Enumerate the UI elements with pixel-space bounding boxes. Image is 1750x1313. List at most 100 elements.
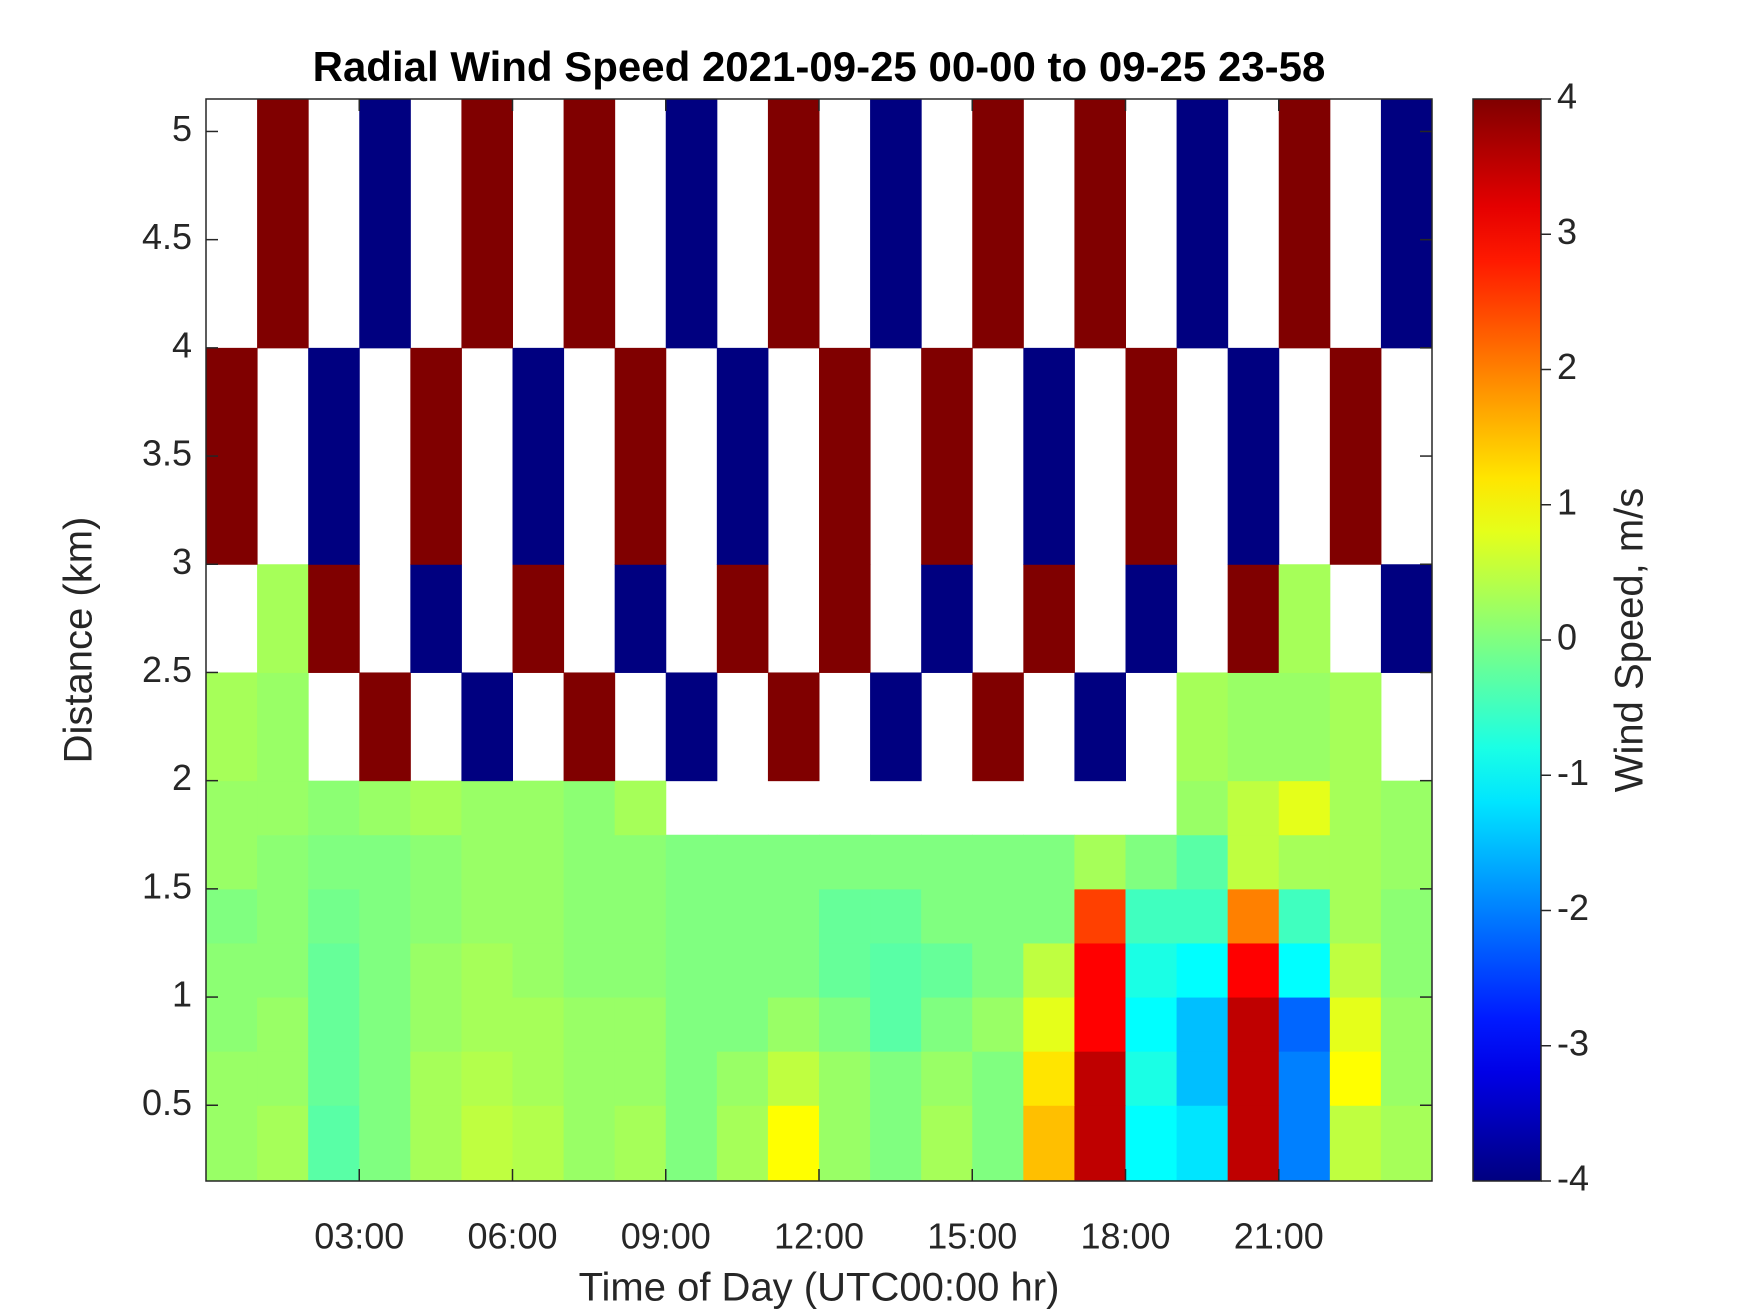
heatmap-cell [1329, 672, 1382, 782]
y-tick-label: 3.5 [142, 433, 192, 474]
heatmap-cell [1176, 1051, 1229, 1106]
heatmap-cell [1125, 564, 1178, 673]
heatmap-cell [665, 834, 718, 890]
heatmap-cell [819, 997, 871, 1052]
heatmap-cell [563, 1105, 616, 1182]
heatmap-cell [1380, 834, 1433, 890]
heatmap-cell [1329, 997, 1382, 1052]
heatmap-cell [716, 347, 769, 565]
heatmap-cell [308, 1051, 360, 1106]
heatmap-cell [665, 99, 718, 349]
heatmap-cell [819, 942, 871, 998]
heatmap-cell [1074, 888, 1126, 944]
heatmap-cell [563, 1051, 616, 1106]
heatmap-cell [1329, 834, 1382, 890]
heatmap-cell [716, 834, 769, 890]
heatmap-cell [870, 834, 922, 890]
heatmap-cell [410, 997, 462, 1052]
y-tick-label: 4 [172, 324, 192, 365]
heatmap-cell [563, 780, 616, 836]
heatmap-cell [1329, 780, 1382, 836]
x-tick-label: 06:00 [467, 1216, 557, 1257]
heatmap-cell [1074, 997, 1126, 1052]
x-tick-label: 15:00 [927, 1216, 1017, 1257]
x-tick-label: 03:00 [314, 1216, 404, 1257]
heatmap-cell [972, 1105, 1024, 1182]
heatmap-cell [1023, 1051, 1075, 1106]
heatmap-cell [921, 888, 973, 944]
heatmap-cell [1227, 1051, 1280, 1106]
heatmap-cell [819, 1105, 871, 1182]
heatmap-cell [716, 888, 769, 944]
heatmap-cell [1176, 997, 1229, 1052]
y-tick-label: 2.5 [142, 649, 192, 690]
x-tick-label: 12:00 [774, 1216, 864, 1257]
heatmap-cell [512, 347, 565, 565]
heatmap-cell [1329, 888, 1382, 944]
heatmap-cell [410, 888, 462, 944]
heatmap-cell [461, 780, 513, 836]
heatmap-cell [921, 1105, 973, 1182]
heatmap-cell [206, 780, 258, 836]
heatmap-cell [257, 99, 309, 349]
heatmap-cell [1023, 888, 1075, 944]
heatmap-cell [461, 942, 513, 998]
heatmap-cell [1227, 942, 1280, 998]
heatmap-cell [767, 942, 820, 998]
heatmap-cell [410, 1105, 462, 1182]
heatmap-cell [410, 780, 462, 836]
heatmap-cell [563, 99, 616, 349]
heatmap-cell [308, 1105, 360, 1182]
heatmap-cell [1023, 997, 1075, 1052]
heatmap-cell [512, 1105, 565, 1182]
heatmap-cell [614, 834, 667, 890]
heatmap-cell [308, 942, 360, 998]
heatmap-cell [1227, 997, 1280, 1052]
heatmap-cell [819, 888, 871, 944]
x-axis-label: Time of Day (UTC00:00 hr) [579, 1266, 1060, 1310]
heatmap-cell [1278, 99, 1331, 349]
heatmap-cell [1227, 564, 1280, 673]
heatmap-cell [1227, 672, 1280, 782]
heatmap-cell [614, 1051, 667, 1106]
colorbar-tick-label: 4 [1557, 76, 1577, 117]
heatmap-cell [921, 942, 973, 998]
heatmap-cell [1176, 888, 1229, 944]
colorbar-tick-label: 2 [1557, 346, 1577, 387]
heatmap-cell [1380, 99, 1433, 349]
heatmap-cell [512, 564, 565, 673]
heatmap-cell [716, 997, 769, 1052]
heatmap-cell [359, 1105, 411, 1182]
heatmap-cell [1329, 1105, 1382, 1182]
heatmap-cell [206, 888, 258, 944]
colorbar-tick-label: 0 [1557, 617, 1577, 658]
heatmap-cell [1176, 1105, 1229, 1182]
heatmap-cell [1278, 997, 1331, 1052]
y-tick-label: 1.5 [142, 865, 192, 906]
y-tick-label: 4.5 [142, 216, 192, 257]
heatmap-cell [461, 997, 513, 1052]
heatmap-cell [1023, 834, 1075, 890]
heatmap-cell [359, 672, 411, 782]
heatmap-cell [1074, 834, 1126, 890]
heatmap-cell [359, 997, 411, 1052]
heatmap-cell [512, 780, 565, 836]
heatmap-cell [819, 564, 871, 673]
heatmap-cell [1380, 997, 1433, 1052]
heatmap-cell [1023, 942, 1075, 998]
heatmap-cell [308, 888, 360, 944]
heatmap-cell [257, 1051, 309, 1106]
heatmap-cell [1125, 834, 1178, 890]
heatmap-cell [512, 942, 565, 998]
heatmap-cell [1329, 1051, 1382, 1106]
heatmap-cell [1176, 834, 1229, 890]
heatmap-cell [767, 888, 820, 944]
heatmap-cell [1380, 780, 1433, 836]
chart-title: Radial Wind Speed 2021-09-25 00-00 to 09… [313, 43, 1326, 90]
heatmap-cell [819, 1051, 871, 1106]
heatmap-cell [563, 672, 616, 782]
heatmap-cell [1074, 1105, 1126, 1182]
heatmap-cell [665, 1051, 718, 1106]
heatmap-cell [767, 834, 820, 890]
heatmap-cell [972, 888, 1024, 944]
